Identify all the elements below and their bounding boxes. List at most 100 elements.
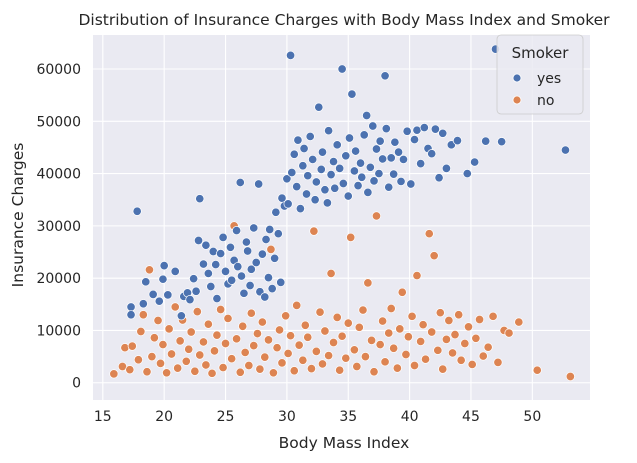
point-no: [337, 331, 347, 341]
point-yes: [201, 240, 211, 250]
point-no: [463, 322, 474, 332]
point-yes: [195, 194, 205, 204]
point-yes: [220, 266, 231, 276]
point-no: [147, 352, 157, 362]
point-yes: [193, 235, 204, 246]
x-tick-label: 20: [155, 409, 173, 425]
point-yes: [328, 156, 339, 167]
point-no: [380, 357, 390, 367]
point-yes: [438, 128, 448, 138]
point-no: [266, 244, 276, 254]
point-yes: [343, 191, 353, 201]
point-no: [375, 340, 385, 350]
point-yes: [299, 143, 309, 154]
point-no: [483, 342, 493, 352]
point-yes: [324, 126, 334, 136]
tick-labels: 15 20 25 30 35 40 45 50 0 10000 20000 30000 40000 500…: [36, 62, 541, 425]
point-no: [300, 320, 310, 330]
point-yes: [270, 253, 280, 263]
x-tick-label: 15: [94, 409, 112, 425]
point-no: [424, 229, 434, 239]
y-tick-label: 20000: [36, 271, 81, 287]
point-no: [249, 341, 259, 351]
point-no: [298, 355, 308, 365]
point-yes: [398, 154, 409, 165]
point-no: [332, 312, 342, 322]
point-no: [292, 300, 302, 310]
point-no: [328, 337, 339, 348]
point-yes: [380, 71, 390, 81]
point-no: [244, 360, 254, 371]
point-no: [392, 363, 402, 373]
point-no: [162, 368, 172, 378]
y-tick-label: 50000: [36, 114, 81, 130]
point-yes: [232, 226, 242, 236]
point-no: [407, 311, 417, 321]
point-yes: [176, 311, 186, 321]
point-no: [441, 334, 451, 344]
legend-title: Smoker: [512, 44, 570, 62]
x-tick-label: 35: [339, 409, 357, 425]
point-no: [341, 353, 351, 363]
point-no: [395, 324, 405, 334]
x-tick-label: 45: [462, 409, 480, 425]
point-yes: [246, 264, 256, 274]
point-no: [201, 360, 211, 370]
point-yes: [257, 249, 267, 259]
point-yes: [349, 166, 359, 176]
point-no: [238, 321, 248, 331]
point-yes: [430, 124, 440, 134]
point-yes: [148, 289, 158, 299]
point-no: [397, 287, 407, 297]
x-tick-label: 30: [278, 409, 296, 425]
point-no: [203, 319, 213, 329]
point-yes: [371, 144, 382, 154]
point-yes: [301, 189, 312, 199]
point-no: [175, 336, 185, 346]
point-yes: [326, 170, 336, 180]
point-no: [255, 364, 265, 374]
point-yes: [359, 130, 369, 140]
point-no: [429, 251, 439, 261]
point-no: [450, 330, 460, 340]
point-yes: [470, 157, 480, 167]
point-yes: [462, 169, 472, 179]
point-no: [170, 302, 180, 312]
point-no: [283, 348, 293, 359]
point-yes: [298, 161, 308, 171]
point-no: [212, 330, 222, 340]
point-no: [120, 343, 130, 353]
point-no: [403, 332, 413, 342]
point-yes: [434, 173, 444, 183]
point-yes: [170, 266, 180, 276]
point-yes: [295, 204, 305, 214]
point-yes: [316, 164, 326, 174]
point-no: [263, 335, 274, 345]
legend-label-no: no: [537, 93, 554, 109]
point-yes: [287, 167, 297, 178]
point-no: [514, 317, 524, 327]
point-no: [274, 325, 285, 335]
point-no: [444, 315, 454, 326]
point-no: [125, 365, 135, 375]
point-yes: [263, 273, 274, 283]
point-yes: [320, 185, 330, 195]
point-no: [286, 331, 296, 341]
point-no: [409, 360, 420, 371]
point-no: [138, 310, 148, 320]
legend-frame: [496, 34, 584, 115]
point-yes: [394, 147, 404, 157]
y-tick-label: 10000: [36, 323, 81, 339]
x-tick-label: 40: [401, 409, 419, 425]
point-yes: [245, 280, 255, 291]
point-no: [354, 322, 364, 332]
point-yes: [369, 176, 379, 186]
point-no: [352, 361, 362, 372]
point-yes: [368, 121, 378, 131]
point-no: [320, 326, 330, 336]
point-yes: [389, 169, 399, 179]
point-yes: [416, 159, 426, 169]
point-yes: [308, 154, 318, 165]
point-yes: [481, 136, 491, 146]
point-no: [363, 278, 373, 288]
